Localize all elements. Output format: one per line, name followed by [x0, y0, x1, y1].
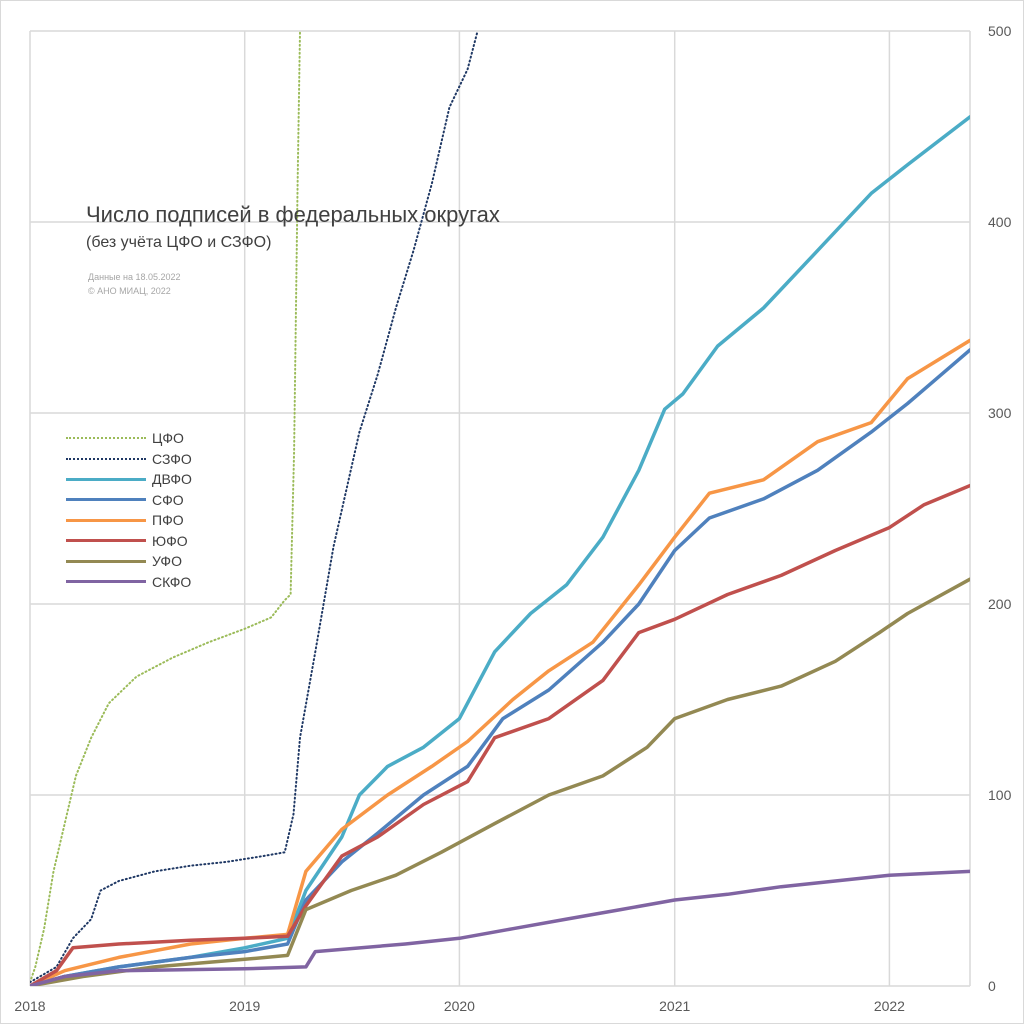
legend-swatch [66, 437, 146, 440]
y-tick-label: 400 [988, 214, 1012, 230]
legend-swatch [66, 559, 146, 563]
y-tick-label: 500 [988, 23, 1012, 39]
x-tick-label: 2019 [229, 998, 260, 1014]
y-tick-label: 300 [988, 405, 1012, 421]
y-tick-label: 100 [988, 787, 1012, 803]
series-line [30, 31, 301, 984]
series-line [30, 483, 970, 986]
y-tick-label: 0 [988, 978, 996, 994]
legend-swatch [66, 477, 146, 481]
legend-item: ЮФО [66, 531, 192, 552]
series-line [30, 115, 970, 986]
legend-swatch [66, 498, 146, 502]
legend-swatch [66, 518, 146, 522]
legend-label: СЗФО [152, 450, 192, 467]
legend-item: ЦФО [66, 428, 192, 449]
legend-item: СЗФО [66, 449, 192, 470]
legend-swatch [66, 580, 146, 584]
series-line [30, 348, 970, 986]
series-lines [30, 31, 970, 986]
copyright-note: © АНО МИАЦ, 2022 [88, 286, 171, 296]
y-tick-label: 200 [988, 596, 1012, 612]
x-tick-labels: 2018 2019 2020 2021 2022 [14, 998, 905, 1014]
chart-title: Число подписей в федеральных округах [86, 202, 500, 227]
y-tick-labels: 0 100 200 300 400 500 [988, 23, 1012, 994]
data-date-note: Данные на 18.05.2022 [88, 272, 181, 282]
legend-item: УФО [66, 551, 192, 572]
legend-label: СФО [152, 491, 184, 508]
grid-lines [29, 30, 971, 987]
x-tick-label: 2021 [659, 998, 690, 1014]
x-tick-label: 2022 [874, 998, 905, 1014]
chart-subtitle: (без учёта ЦФО и СЗФО) [86, 234, 272, 251]
legend-item: СФО [66, 490, 192, 511]
legend-label: ЮФО [152, 532, 188, 549]
legend-label: ДВФО [152, 471, 192, 488]
series-line [30, 869, 970, 986]
legend-swatch [66, 457, 146, 460]
legend: ЦФО СЗФО ДВФО СФО ПФО ЮФО УФО СКФО [66, 428, 192, 592]
legend-label: ПФО [152, 512, 184, 529]
series-line [30, 31, 479, 984]
x-tick-label: 2020 [444, 998, 475, 1014]
legend-label: ЦФО [152, 430, 184, 447]
x-tick-label: 2018 [14, 998, 45, 1014]
legend-swatch [66, 539, 146, 543]
legend-item: ПФО [66, 510, 192, 531]
legend-item: ДВФО [66, 469, 192, 490]
legend-item: СКФО [66, 572, 192, 593]
series-line [30, 338, 970, 986]
series-line [30, 577, 970, 986]
legend-label: СКФО [152, 573, 192, 590]
legend-label: УФО [152, 553, 182, 570]
